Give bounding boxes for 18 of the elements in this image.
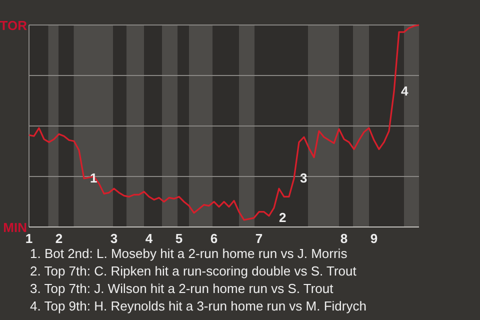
x-tick-label: 2: [55, 231, 63, 246]
x-tick-label: 7: [255, 231, 263, 246]
x-tick-label: 3: [110, 231, 118, 246]
text: 2. Top 7th: C. Ripken hit a run-scoring double vs S. Trout: [30, 264, 357, 278]
x-tick-label: 9: [370, 231, 378, 246]
x-tick-label: 6: [210, 231, 218, 246]
text: 3. Top 7th: J. Wilson hit a 2-run home run vs S. Trout: [30, 281, 334, 296]
x-tick-label: 8: [340, 231, 348, 246]
text: 4. Top 9th: H. Reynolds hit a 3-run home run vs M. Fidrych: [30, 298, 366, 314]
text: TOR: [0, 18, 28, 33]
x-tick-label: 4: [145, 231, 154, 246]
x-tick-label: 5: [175, 231, 183, 246]
annotation: 3: [300, 170, 308, 186]
text: MIN: [3, 220, 27, 235]
annotation: 2: [279, 210, 286, 225]
text: 1. Bot 2nd: L. Moseby hit a 2-run home run vs J. Morris: [30, 246, 348, 261]
x-tick-label: 1: [25, 231, 33, 246]
annotation: 4: [401, 84, 409, 99]
